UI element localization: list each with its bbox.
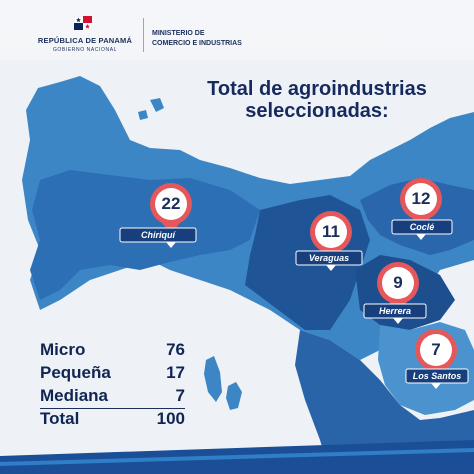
- summary-table: Micro 76 Pequeña 17 Mediana 7 Total 100: [40, 340, 185, 432]
- count-herrera: 9: [393, 273, 403, 292]
- government-name: REPÚBLICA DE PANAMÁ: [37, 36, 133, 45]
- title-line-1: Total de agroindustrias: [207, 78, 427, 100]
- summary-value: 100: [156, 409, 185, 428]
- panama-flag-icon: [74, 16, 92, 30]
- summary-value: 7: [175, 386, 185, 405]
- header-divider: [143, 18, 144, 52]
- summary-row-pequena: Pequeña 17: [40, 363, 185, 386]
- summary-row-mediana: Mediana 7: [40, 386, 185, 409]
- government-subtitle: GOBIERNO NACIONAL: [52, 47, 118, 53]
- title-line-2: seleccionadas:: [245, 100, 389, 122]
- summary-row-micro: Micro 76: [40, 340, 185, 363]
- pin-veraguas: [295, 211, 363, 271]
- summary-label: Pequeña: [40, 363, 111, 382]
- map-azuero-south: [295, 330, 474, 474]
- pin-cocle: [391, 178, 453, 240]
- pin-herrera: [363, 262, 427, 324]
- summary-divider: [40, 408, 185, 409]
- summary-row-total: Total 100: [40, 409, 185, 432]
- map-island-1: [204, 356, 222, 402]
- label-chiriqui: Chiriquí: [141, 230, 175, 240]
- ministry-line-2: COMERCIO E INDUSTRIAS: [152, 40, 242, 47]
- pin-chiriqui: [119, 183, 197, 248]
- map-island-2: [226, 382, 242, 410]
- page-title: Total de agroindustrias seleccionadas:: [192, 78, 442, 122]
- ministry-name: MINISTERIO DE COMERCIO E INDUSTRIAS: [152, 29, 242, 49]
- map-island-3: [150, 98, 164, 112]
- summary-label: Mediana: [40, 386, 109, 405]
- ministry-line-1: MINISTERIO DE: [152, 30, 205, 37]
- count-los-santos: 7: [431, 340, 441, 359]
- summary-value: 76: [166, 340, 185, 359]
- map-island-4: [138, 110, 148, 120]
- label-los-santos: Los Santos: [412, 371, 462, 381]
- pin-los-santos: [405, 329, 469, 389]
- page-header: REPÚBLICA DE PANAMÁ GOBIERNO NACIONAL MI…: [0, 0, 474, 62]
- count-cocle: 12: [411, 189, 431, 208]
- summary-value: 17: [166, 363, 185, 382]
- label-herrera: Herrera: [378, 306, 412, 316]
- count-chiriqui: 22: [161, 194, 181, 213]
- label-veraguas: Veraguas: [308, 253, 350, 263]
- count-veraguas: 11: [322, 222, 340, 241]
- government-logo-text: REPÚBLICA DE PANAMÁ GOBIERNO NACIONAL: [30, 36, 140, 53]
- summary-label: Total: [40, 409, 80, 428]
- label-cocle: Coclé: [409, 222, 435, 232]
- summary-label: Micro: [40, 340, 86, 359]
